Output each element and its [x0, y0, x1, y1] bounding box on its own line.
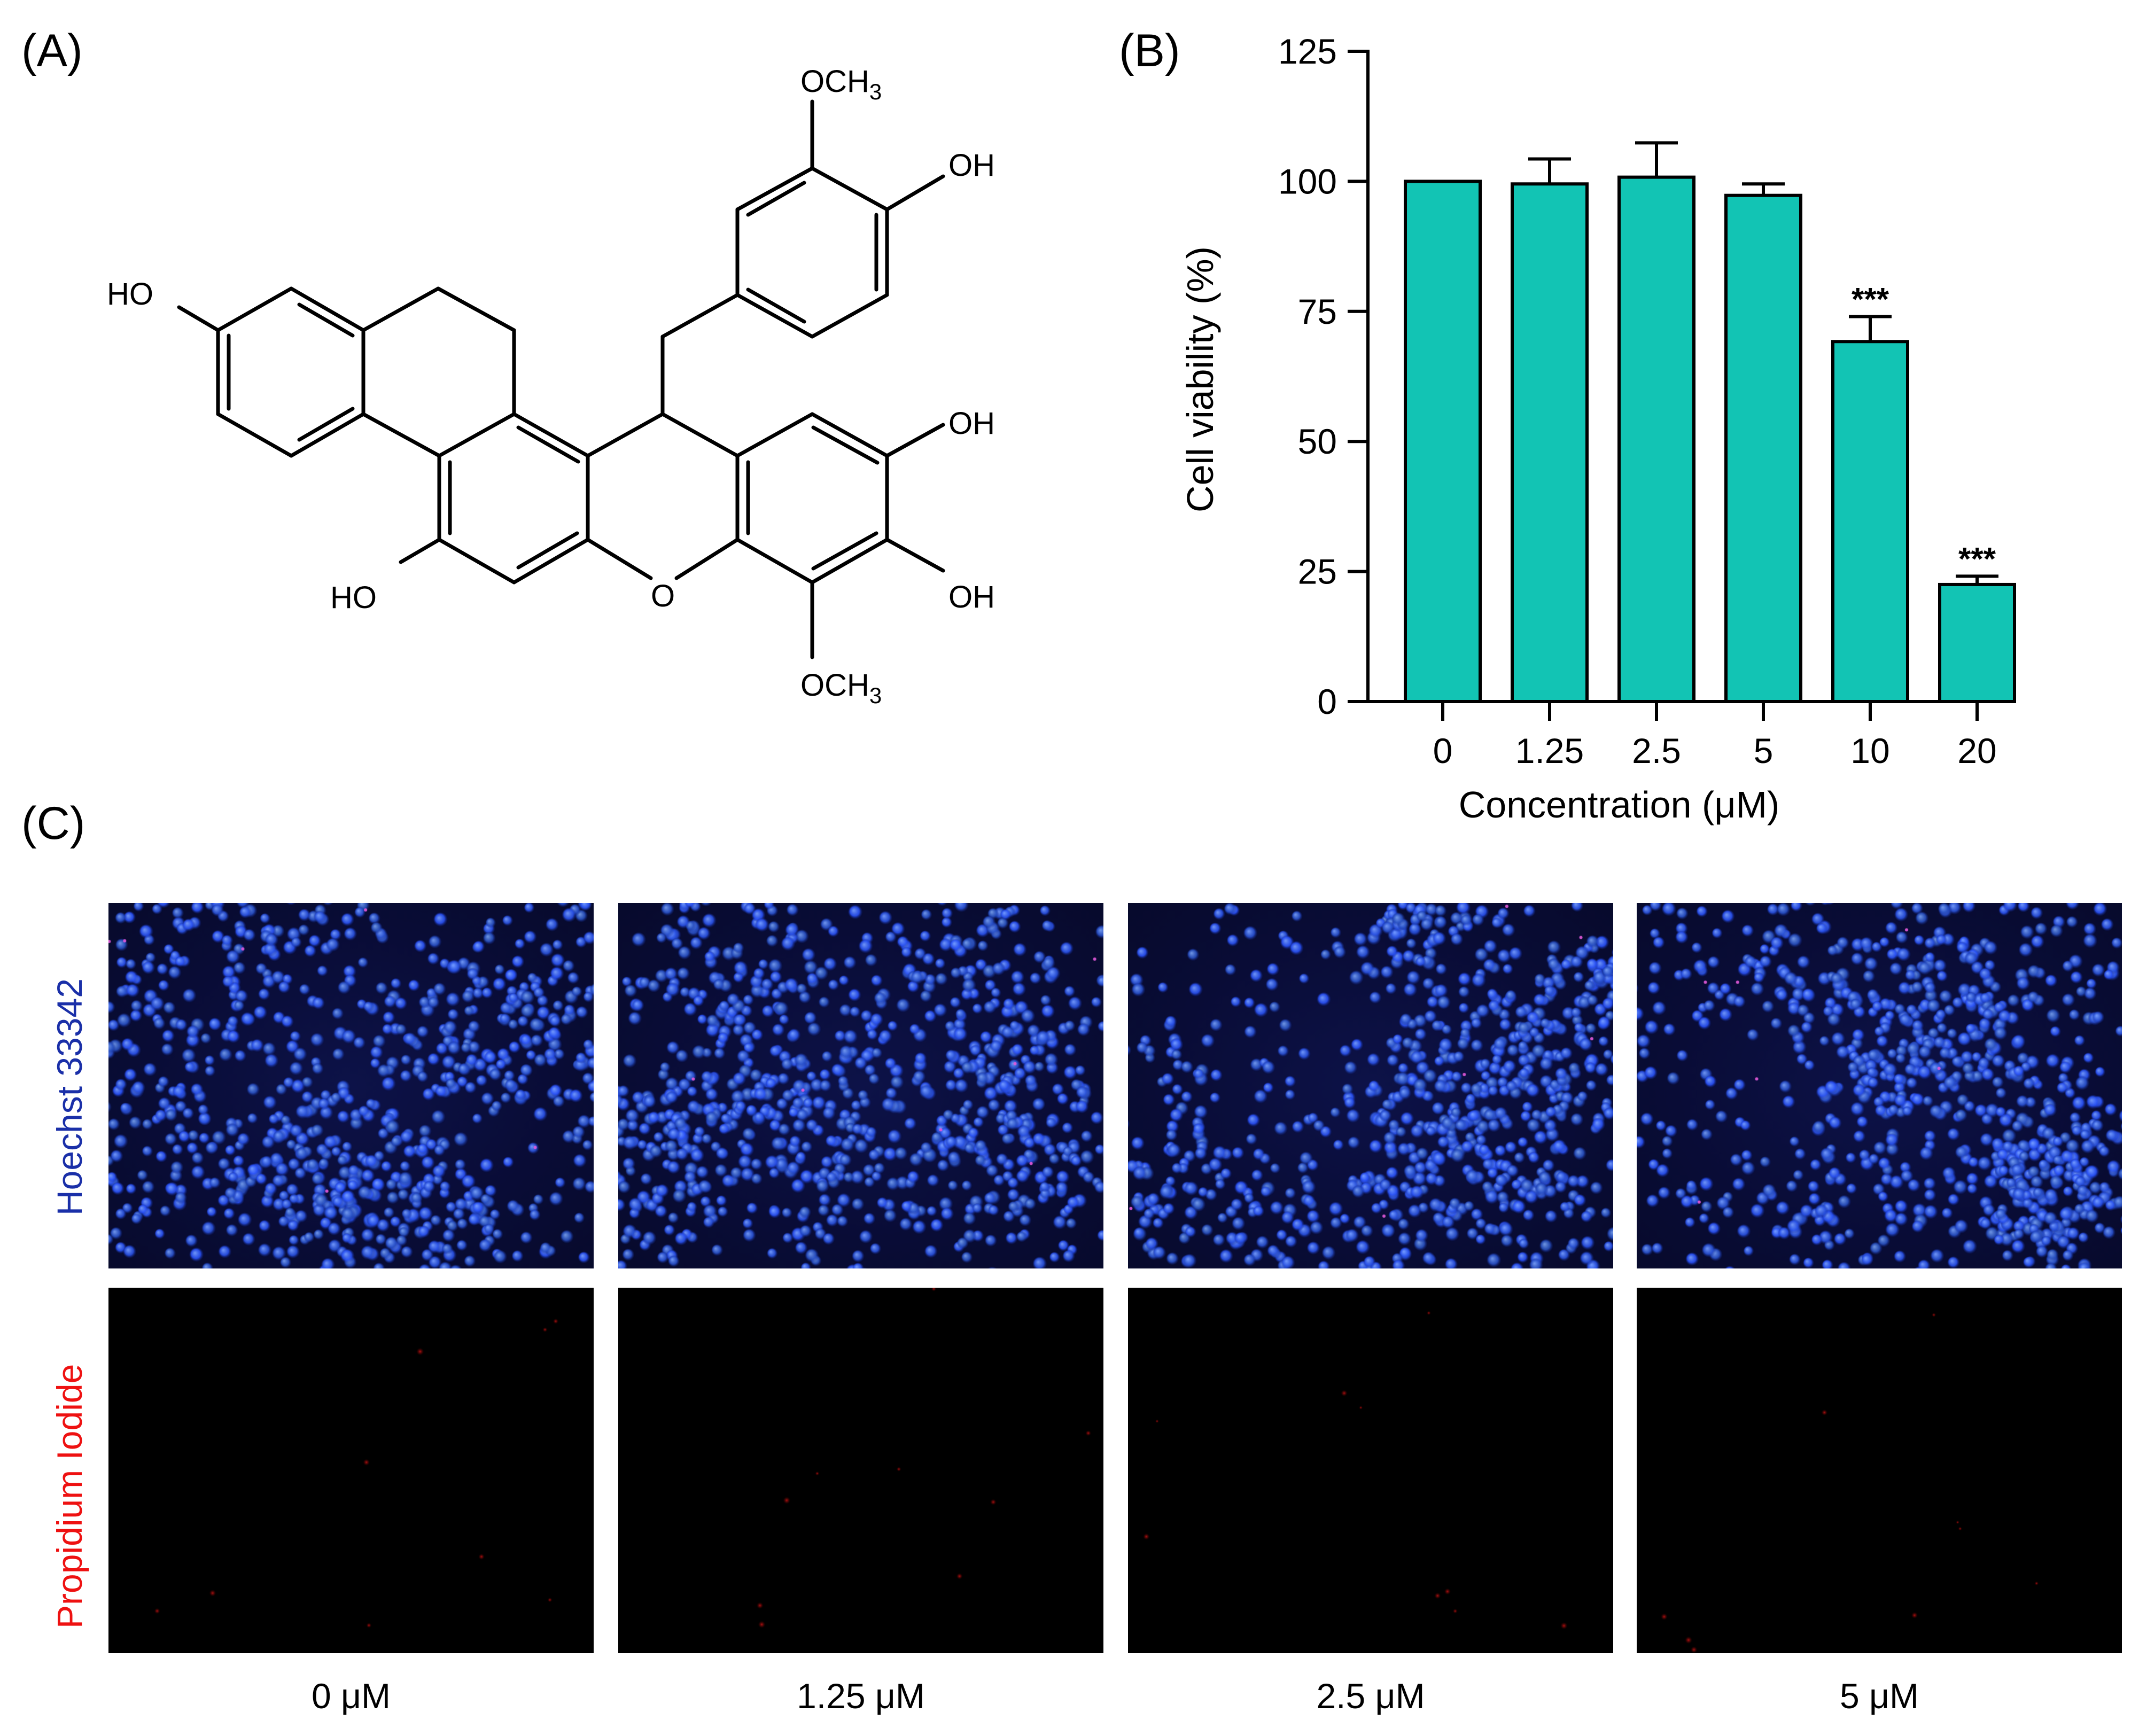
bar [1617, 175, 1695, 703]
y-tick-label: 125 [1278, 32, 1337, 71]
panel-label-c: (C) [21, 798, 85, 849]
x-tick-label: 5 [1754, 731, 1774, 770]
y-tick-label: 0 [1317, 682, 1337, 721]
x-tick-label: 0 [1433, 731, 1453, 770]
pi-image-2-5 [1128, 1288, 1613, 1653]
och3-label-top: OCH3 [800, 64, 882, 104]
oh-label-right-upper: OH [948, 406, 995, 441]
bar [1511, 182, 1589, 703]
oh-label-right-lower: OH [948, 580, 995, 614]
ring-oxygen-label: O [651, 579, 675, 613]
significance-label: *** [1852, 282, 1889, 317]
hoechst-image-2-5 [1128, 903, 1613, 1268]
oh-label-top-right: OH [948, 148, 995, 183]
row-label-propidium-iodide: Propidium Iodide [50, 1364, 89, 1629]
x-axis-label: Concentration (μM) [1459, 784, 1780, 826]
hoechst-image-0 [108, 903, 594, 1268]
ho-label-bottom-left: HO [330, 580, 377, 615]
x-tick-label: 10 [1850, 731, 1889, 770]
bar [1938, 582, 2016, 703]
concentration-label-1-25: 1.25 μM [797, 1676, 925, 1716]
pi-image-0 [108, 1288, 594, 1653]
pi-image-1-25 [618, 1288, 1103, 1653]
y-axis-label: Cell viability (%) [1179, 246, 1221, 512]
y-tick-label: 25 [1298, 552, 1337, 591]
hoechst-image-1-25 [618, 903, 1103, 1268]
panel-label-a: (A) [21, 25, 83, 76]
pi-image-5 [1637, 1288, 2122, 1653]
concentration-label-2-5: 2.5 μM [1316, 1676, 1425, 1716]
bar [1404, 180, 1482, 703]
y-tick-label: 100 [1278, 161, 1337, 201]
x-tick-label: 2.5 [1632, 731, 1681, 770]
panel-label-b: (B) [1119, 25, 1180, 76]
viability-bar-chart: 0 25 50 75 100 125 0 1.25 2.5 5 10 20 *** *** Conce… [1179, 32, 2016, 826]
hoechst-image-5 [1637, 903, 2122, 1268]
row-label-hoechst: Hoechst 33342 [50, 978, 89, 1216]
significance-label: *** [1958, 541, 1996, 577]
y-tick-label: 50 [1298, 422, 1337, 461]
chemical-structure: HO HO OH OH OH O OCH3 OCH3 [107, 64, 995, 708]
x-tick-label: 20 [1957, 731, 1996, 770]
x-tick-label: 1.25 [1515, 731, 1584, 770]
concentration-label-5: 5 μM [1839, 1676, 1919, 1716]
ho-label-top-left: HO [107, 277, 153, 312]
bar [1724, 193, 1802, 703]
bar [1831, 340, 1909, 703]
y-tick-label: 75 [1298, 292, 1337, 331]
concentration-label-0: 0 μM [311, 1676, 391, 1716]
och3-label-bottom: OCH3 [800, 668, 882, 708]
